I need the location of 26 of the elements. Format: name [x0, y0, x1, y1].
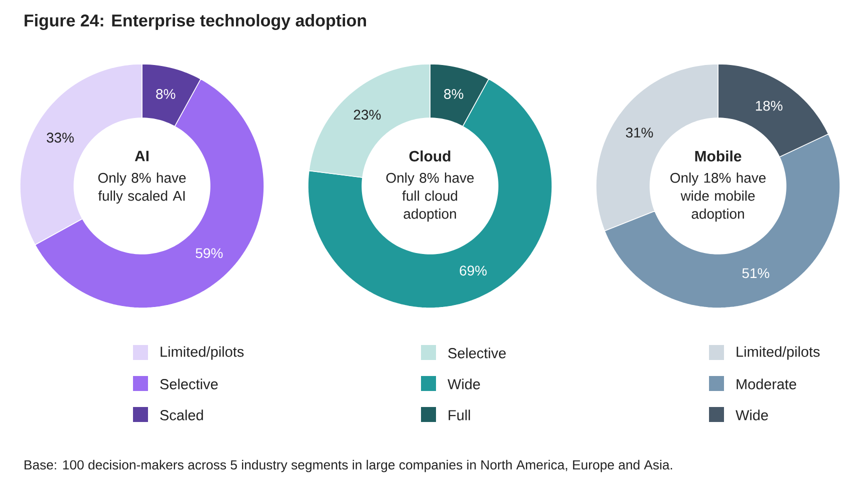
legend-label: Limited/pilots: [160, 346, 244, 360]
data-label: 33%: [46, 132, 74, 143]
legend-label: Full: [448, 410, 470, 420]
legend-label: Moderate: [736, 378, 796, 390]
data-label: 31%: [626, 128, 653, 138]
text: AI: [134, 150, 149, 162]
data-label: 69%: [460, 266, 487, 276]
legend-label: Scaled: [160, 410, 203, 420]
legend-label: Wide: [448, 378, 480, 390]
data-label: 23%: [354, 110, 381, 120]
data-label: 51%: [742, 268, 770, 278]
text: Cloud: [409, 150, 450, 162]
text: Figure 24: Enterprise technology adoption: [24, 14, 366, 30]
data-label: 59%: [196, 248, 223, 258]
legend-label: Selective: [160, 378, 218, 390]
data-label: 8%: [156, 89, 176, 99]
data-label: 18%: [756, 100, 782, 111]
text: Base: 100 decision-makers across 5 industry segments in large companies in North America, Europe and Asia.: [24, 460, 672, 472]
data-label: 8%: [444, 89, 464, 99]
legend-label: Wide: [736, 410, 768, 420]
text: Only 8% have full cloud adoption: [386, 172, 474, 222]
text: Mobile: [695, 150, 742, 162]
legend-label: Limited/pilots: [736, 346, 820, 360]
legend-label: Selective: [448, 348, 506, 358]
text: Only 18% have wide mobile adoption: [670, 172, 766, 222]
text: Only 8% have fully scaled AI: [98, 172, 186, 204]
